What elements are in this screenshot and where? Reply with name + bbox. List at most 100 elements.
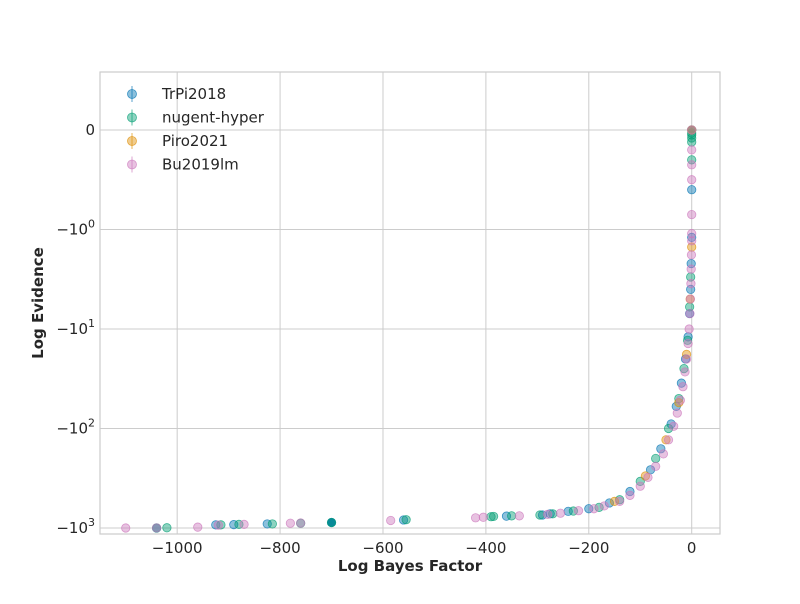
data-point <box>216 520 226 530</box>
y-tick-exponent: 1 <box>88 317 95 330</box>
data-point <box>687 125 697 135</box>
y-tick-labels: 0−100−101−102−103 <box>56 121 95 537</box>
data-point <box>684 324 694 334</box>
x-tick-label: −600 <box>362 539 403 557</box>
data-point <box>386 515 396 526</box>
data-point <box>687 209 697 220</box>
legend-label: TrPi2018 <box>161 85 226 103</box>
legend-item: TrPi2018 <box>127 85 226 103</box>
data-point <box>635 481 645 491</box>
y-tick-exponent: 0 <box>88 218 95 231</box>
data-point <box>643 472 653 482</box>
series-bu2019lm <box>121 125 697 533</box>
data-point <box>573 506 584 516</box>
data-point <box>514 511 524 521</box>
x-tick-label: −200 <box>568 539 609 557</box>
series-trpi2018 <box>151 125 697 533</box>
legend-marker-icon <box>127 159 137 170</box>
y-tick-base: −10 <box>56 221 88 239</box>
y-tick-label: −103 <box>56 516 95 537</box>
data-point <box>471 513 481 523</box>
legend-item: nugent-hyper <box>127 109 265 127</box>
data-point <box>234 519 244 529</box>
data-point <box>681 354 692 364</box>
data-point <box>661 435 671 445</box>
y-tick-base: 0 <box>85 121 95 139</box>
legend-label: Piro2021 <box>162 132 228 150</box>
data-point <box>687 232 697 242</box>
data-point <box>489 511 499 522</box>
data-point <box>686 250 697 260</box>
data-point <box>594 502 604 512</box>
data-point <box>687 229 697 239</box>
legend-label: nugent-hyper <box>162 109 265 127</box>
data-point <box>685 308 695 319</box>
data-point <box>589 504 599 514</box>
data-point <box>398 515 409 525</box>
data-point <box>229 520 239 530</box>
data-point <box>478 512 488 522</box>
data-point <box>686 279 696 289</box>
data-point <box>685 294 696 304</box>
data-point <box>687 128 697 138</box>
data-point <box>555 508 566 518</box>
y-tick-label: −102 <box>56 417 95 438</box>
legend-marker-icon <box>127 136 137 146</box>
data-point <box>615 496 625 506</box>
data-point <box>640 471 650 481</box>
data-point <box>685 302 695 312</box>
data-point <box>285 518 295 528</box>
data-point <box>193 522 203 532</box>
data-point <box>401 515 411 525</box>
data-point <box>239 519 249 529</box>
data-points <box>121 125 697 533</box>
data-point <box>296 518 306 528</box>
data-point <box>683 338 693 349</box>
plot-frame <box>99 71 721 535</box>
grid <box>100 72 720 534</box>
data-point <box>687 145 697 155</box>
legend-marker-icon <box>127 89 137 99</box>
data-point <box>604 498 614 508</box>
legend-label: Bu2019lm <box>162 156 239 174</box>
x-axis-title: Log Bayes Factor <box>338 557 483 575</box>
data-point <box>686 272 696 282</box>
data-point <box>121 523 131 533</box>
data-point <box>651 453 661 464</box>
data-point <box>326 517 337 528</box>
data-point <box>686 264 696 274</box>
data-point <box>687 185 697 195</box>
data-point <box>625 490 635 500</box>
x-tick-label: 0 <box>687 539 697 557</box>
data-point <box>651 461 661 471</box>
y-tick-label: −100 <box>56 218 95 239</box>
data-point <box>687 155 697 165</box>
data-point <box>535 510 545 520</box>
data-point <box>486 512 496 522</box>
x-tick-labels: −1000 −800 −600 −400 −200 0 <box>152 539 697 557</box>
data-point <box>162 523 172 533</box>
data-point <box>543 509 553 520</box>
data-point <box>584 504 594 514</box>
data-point <box>687 236 697 246</box>
y-tick-exponent: 3 <box>88 516 95 529</box>
y-tick-base: −10 <box>56 519 88 537</box>
data-point <box>683 332 693 342</box>
data-point <box>663 435 674 445</box>
data-point <box>151 523 162 533</box>
data-point <box>678 382 688 392</box>
data-point <box>609 496 620 506</box>
data-point <box>211 520 221 530</box>
data-point <box>599 501 609 511</box>
data-point <box>656 444 666 454</box>
data-point <box>672 408 682 418</box>
data-point <box>669 421 679 431</box>
data-point <box>568 506 578 516</box>
data-point <box>675 395 685 405</box>
data-point <box>687 175 697 185</box>
y-tick-exponent: 2 <box>88 417 95 430</box>
plot-background <box>100 72 720 534</box>
legend-item: Piro2021 <box>127 132 228 150</box>
y-tick-base: −10 <box>56 420 88 438</box>
